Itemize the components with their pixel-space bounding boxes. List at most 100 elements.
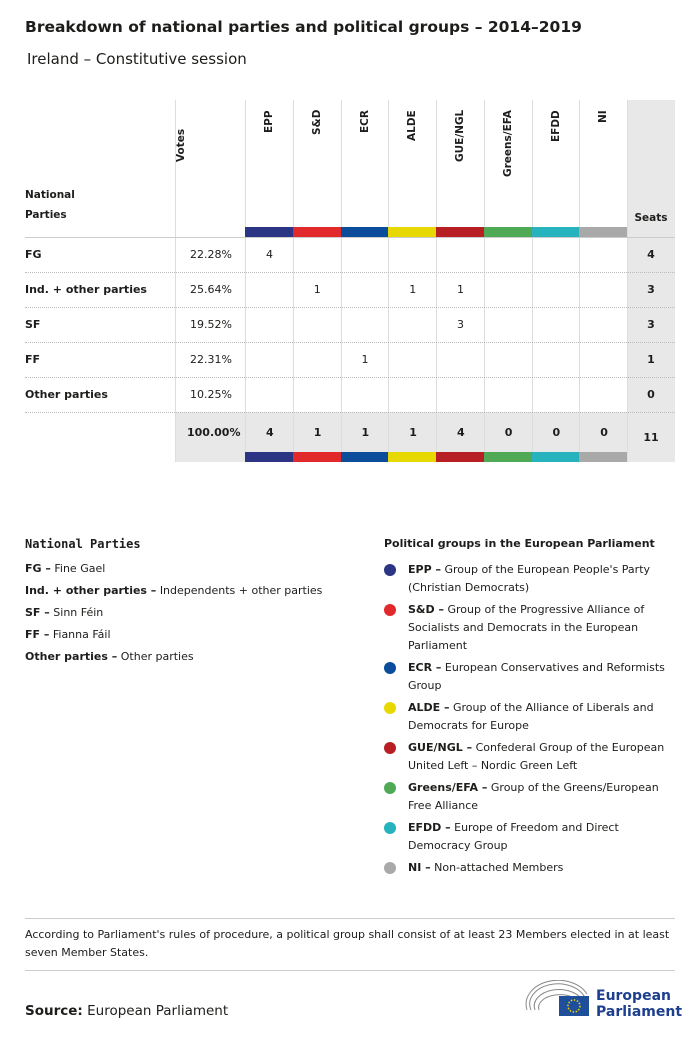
col-line bbox=[175, 100, 176, 462]
col-line bbox=[436, 100, 437, 462]
legend-text: Confederal Group of the European United … bbox=[408, 741, 665, 772]
seats-cell: 4 bbox=[647, 248, 655, 261]
color-bar bbox=[340, 452, 389, 462]
seat-count: 4 bbox=[266, 248, 273, 261]
col-line bbox=[627, 100, 628, 462]
legend-item: FF – Fianna Fáil bbox=[25, 626, 355, 644]
legend-text: Other parties bbox=[120, 650, 194, 663]
legend-text: Group of the Alliance of Liberals and De… bbox=[408, 701, 654, 732]
legend-item: ECR – European Conservatives and Reformi… bbox=[408, 659, 670, 695]
total-count: 1 bbox=[361, 425, 370, 439]
legend-key: S&D – bbox=[408, 603, 444, 616]
row-line bbox=[25, 307, 675, 308]
color-bar bbox=[579, 452, 627, 462]
row-line bbox=[25, 272, 675, 273]
legend-title: Political groups in the European Parliam… bbox=[384, 537, 655, 550]
col-line bbox=[245, 100, 246, 462]
color-bar bbox=[292, 227, 341, 237]
seat-count: 1 bbox=[361, 353, 369, 366]
seats-cell: 3 bbox=[647, 318, 655, 331]
legend-item: EFDD – Europe of Freedom and Direct Demo… bbox=[408, 819, 670, 855]
seats-cell: 0 bbox=[647, 388, 655, 401]
legend-key: SF – bbox=[25, 606, 50, 619]
header-cell: Votes bbox=[175, 128, 187, 162]
color-bar bbox=[245, 227, 293, 237]
legend-item: S&D – Group of the Progressive Alliance … bbox=[408, 601, 670, 655]
legend-key: Greens/EFA – bbox=[408, 781, 488, 794]
party-cell: FF bbox=[25, 353, 41, 366]
color-bar bbox=[436, 227, 484, 237]
source-text: European Parliament bbox=[87, 1003, 229, 1019]
logo-line: European bbox=[596, 988, 671, 1004]
legend-text: Fine Gael bbox=[54, 562, 106, 575]
seat-count: 3 bbox=[457, 318, 464, 331]
header-cell: Greens/EFA bbox=[501, 110, 514, 177]
legend-dot bbox=[384, 822, 396, 834]
logo-text: European Parliament bbox=[596, 988, 682, 1020]
legend-key: ECR – bbox=[408, 661, 442, 674]
votes-cell: 19.52% bbox=[190, 318, 232, 331]
color-bar bbox=[388, 227, 436, 237]
legend-item: FG – Fine Gael bbox=[25, 560, 355, 578]
legend-key: Ind. + other parties – bbox=[25, 584, 157, 597]
legend-dot bbox=[384, 862, 396, 874]
legend-key: FG – bbox=[25, 562, 51, 575]
color-bar bbox=[531, 227, 580, 237]
col-line bbox=[340, 100, 342, 462]
row-line bbox=[25, 412, 675, 413]
row-line bbox=[25, 342, 675, 343]
rule bbox=[25, 918, 675, 919]
legend-text: Independents + other parties bbox=[159, 584, 323, 597]
footnote: According to Parliament's rules of proce… bbox=[25, 928, 670, 959]
legend-item: GUE/NGL – Confederal Group of the Europe… bbox=[408, 739, 670, 775]
color-bar bbox=[531, 452, 580, 462]
legend-text: European Conservatives and Reformists Gr… bbox=[408, 661, 665, 692]
seat-count: 1 bbox=[409, 283, 417, 296]
header-cell: EPP bbox=[262, 110, 275, 133]
header-cell: ECR bbox=[358, 110, 371, 133]
party-cell: FG bbox=[25, 248, 42, 261]
legend-dot bbox=[384, 742, 396, 754]
total-seats: 11 bbox=[643, 430, 659, 444]
color-bar bbox=[292, 452, 341, 462]
votes-cell: 10.25% bbox=[190, 388, 232, 401]
color-bar bbox=[579, 227, 627, 237]
legend-key: EPP – bbox=[408, 563, 441, 576]
legend-text: Fianna Fáil bbox=[52, 628, 111, 641]
logo-mark bbox=[525, 980, 589, 1016]
seats-cell: 1 bbox=[647, 353, 655, 366]
legend-dot bbox=[384, 702, 396, 714]
legend-text: Group of the European People's Party (Ch… bbox=[408, 563, 651, 594]
legend-key: ALDE – bbox=[408, 701, 450, 714]
legend-dot bbox=[384, 564, 396, 576]
total-count: 1 bbox=[409, 425, 417, 439]
legend-dot bbox=[384, 662, 396, 674]
source: Source: European Parliament bbox=[25, 1003, 228, 1019]
legend-text: Europe of Freedom and Direct Democracy G… bbox=[408, 821, 619, 852]
legend-dot bbox=[384, 782, 396, 794]
subtitle: Ireland – Constitutive session bbox=[27, 50, 247, 68]
header-cell: National Parties bbox=[25, 189, 75, 221]
legend-key: Other parties – bbox=[25, 650, 118, 663]
col-line bbox=[579, 100, 581, 462]
col-line bbox=[292, 100, 294, 462]
row-line bbox=[25, 237, 675, 238]
legend-text: Group of the Greens/European Free Allian… bbox=[408, 781, 659, 812]
total-count: 0 bbox=[504, 425, 513, 439]
rule bbox=[25, 970, 675, 971]
total-votes: 100.00% bbox=[187, 425, 241, 439]
source-label: Source: bbox=[25, 1003, 83, 1019]
seat-count: 1 bbox=[313, 283, 321, 296]
legend-item: SF – Sinn Féin bbox=[25, 604, 355, 622]
color-bar bbox=[483, 452, 532, 462]
total-count: 1 bbox=[313, 425, 322, 439]
legend-key: NI – bbox=[408, 861, 431, 874]
color-bar bbox=[483, 227, 532, 237]
votes-cell: 25.64% bbox=[190, 283, 232, 296]
party-cell: Ind. + other parties bbox=[25, 283, 147, 296]
legend-item: Greens/EFA – Group of the Greens/Europea… bbox=[408, 779, 670, 815]
legend-item: Ind. + other parties – Independents + ot… bbox=[25, 582, 355, 600]
legend-text: Group of the Progressive Alliance of Soc… bbox=[408, 603, 645, 652]
seats-cell: 3 bbox=[647, 283, 655, 296]
legend-item: NI – Non-attached Members bbox=[408, 859, 670, 877]
